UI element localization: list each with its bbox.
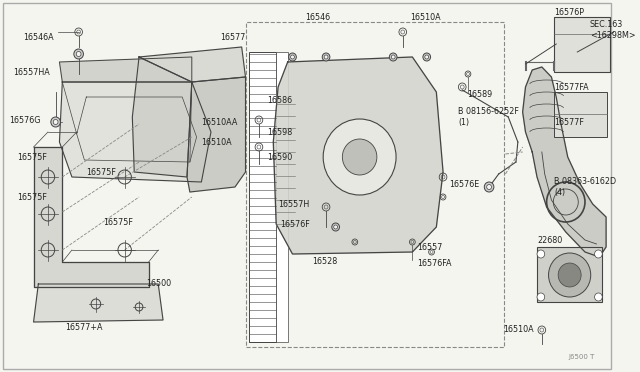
Circle shape (53, 119, 58, 125)
Text: B 08156-6252F
(1): B 08156-6252F (1) (458, 107, 519, 127)
Text: 16577F: 16577F (554, 118, 584, 126)
Text: 16546A: 16546A (23, 32, 54, 42)
Polygon shape (132, 57, 192, 177)
Text: 16557: 16557 (417, 243, 442, 251)
Circle shape (389, 53, 397, 61)
Text: 16510A: 16510A (202, 138, 232, 147)
Circle shape (558, 263, 581, 287)
Text: 16576F: 16576F (280, 219, 310, 228)
Circle shape (537, 293, 545, 301)
Polygon shape (60, 57, 192, 82)
Circle shape (51, 117, 60, 127)
Text: 16557HA: 16557HA (13, 67, 50, 77)
Circle shape (537, 250, 545, 258)
Polygon shape (33, 284, 163, 322)
Text: B 08363-6162D
(4): B 08363-6162D (4) (554, 177, 616, 197)
Text: 16576E: 16576E (449, 180, 479, 189)
Text: 16500: 16500 (146, 279, 171, 289)
Circle shape (324, 55, 328, 59)
Circle shape (484, 182, 494, 192)
Text: 16575F: 16575F (86, 167, 116, 176)
Bar (276, 52, 288, 342)
Text: 16510A: 16510A (410, 13, 441, 22)
Text: 16576FA: 16576FA (417, 260, 452, 269)
Bar (250, 52, 276, 342)
Text: 16598: 16598 (268, 128, 292, 137)
Text: 16589: 16589 (467, 90, 492, 99)
Polygon shape (273, 57, 443, 254)
Text: 16576P: 16576P (554, 7, 584, 16)
Text: 16576G: 16576G (9, 115, 40, 125)
Text: 16590: 16590 (268, 153, 292, 161)
Text: 16577: 16577 (221, 32, 246, 42)
Circle shape (423, 53, 431, 61)
Polygon shape (139, 47, 246, 82)
Bar (537, 247, 602, 302)
Polygon shape (60, 82, 211, 182)
Bar (554, 17, 610, 72)
Circle shape (289, 53, 296, 61)
Circle shape (333, 225, 337, 229)
Circle shape (332, 223, 339, 231)
Polygon shape (33, 147, 148, 287)
Text: 16557H: 16557H (278, 199, 310, 208)
Text: 16528: 16528 (312, 257, 337, 266)
Circle shape (486, 185, 492, 189)
Circle shape (342, 139, 377, 175)
Bar (554, 92, 607, 137)
Circle shape (323, 119, 396, 195)
Polygon shape (523, 67, 606, 257)
Text: 22680: 22680 (537, 235, 563, 244)
Bar (246, 22, 504, 347)
Text: 16586: 16586 (268, 96, 292, 105)
Circle shape (391, 55, 395, 59)
Text: 16510A: 16510A (504, 326, 534, 334)
Text: J6500 T: J6500 T (568, 354, 595, 360)
Circle shape (595, 250, 602, 258)
Text: 16577FA: 16577FA (554, 83, 589, 92)
Text: 16546: 16546 (305, 13, 330, 22)
Polygon shape (187, 77, 246, 192)
Circle shape (74, 49, 83, 59)
Circle shape (291, 55, 294, 59)
Circle shape (548, 253, 591, 297)
Text: 16510AA: 16510AA (202, 118, 238, 126)
Text: 16577+A: 16577+A (65, 324, 102, 333)
Circle shape (322, 53, 330, 61)
Circle shape (76, 51, 81, 57)
Circle shape (425, 55, 429, 59)
Text: 16575F: 16575F (104, 218, 134, 227)
Text: 16575F: 16575F (17, 153, 47, 161)
Circle shape (595, 293, 602, 301)
Text: SEC.163
<16298M>: SEC.163 <16298M> (590, 20, 636, 40)
Text: 16575F: 16575F (17, 192, 47, 202)
